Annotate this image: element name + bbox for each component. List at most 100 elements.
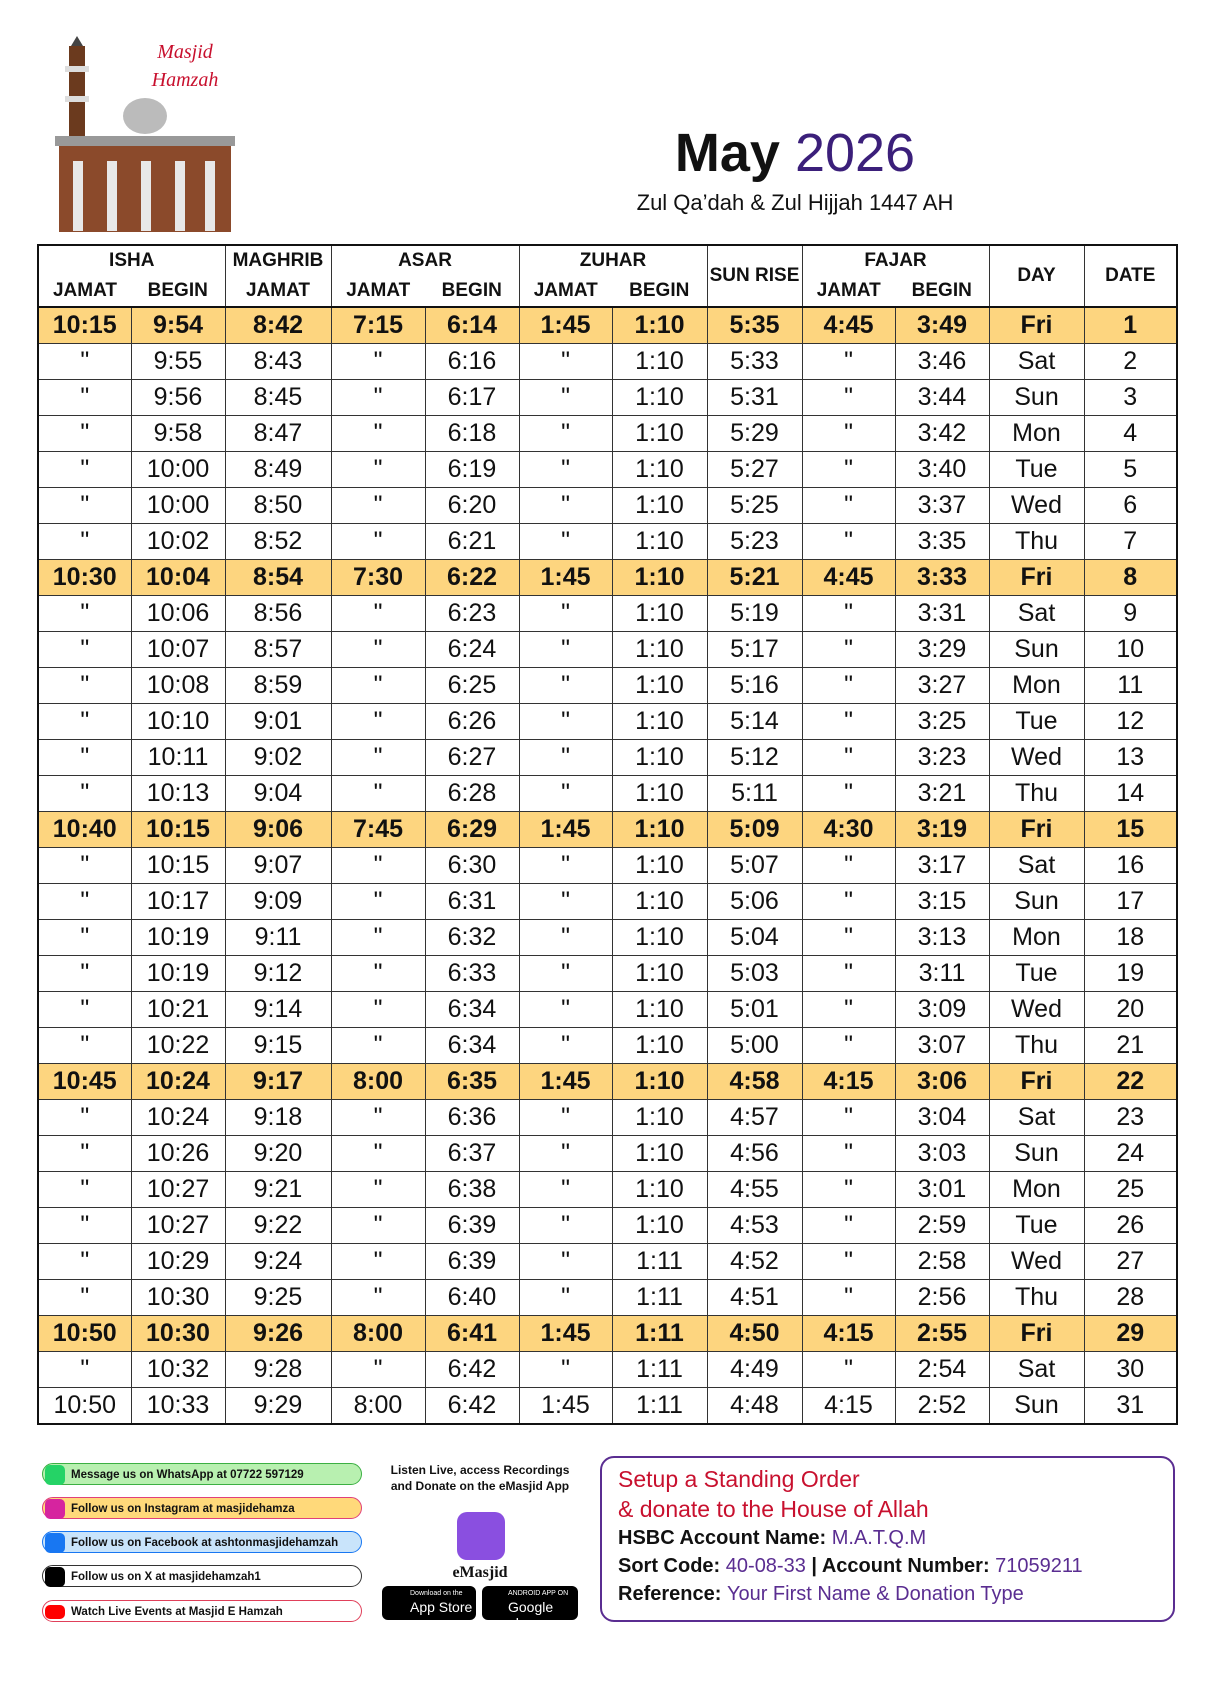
cell: 14 [1083, 775, 1178, 812]
cell: 6:42 [424, 1351, 520, 1388]
cell: 10:24 [130, 1063, 226, 1100]
social-link[interactable]: Follow us on Facebook at ashtonmasjideha… [42, 1531, 362, 1553]
cell: 4:30 [801, 811, 896, 848]
cell: 1:10 [611, 1171, 708, 1208]
cell: 6:35 [424, 1063, 520, 1100]
cell: 4:49 [706, 1351, 803, 1388]
cell: " [518, 1243, 613, 1280]
donation-line: HSBC Account Name: M.A.T.Q.M [618, 1524, 1157, 1552]
cell: 9:02 [224, 739, 332, 776]
cell: 3:23 [894, 739, 990, 776]
cell: 15 [1083, 811, 1178, 848]
social-link[interactable]: Follow us on X at masjidehamzah1 [42, 1565, 362, 1587]
table-body: 10:15 9:54 8:42 7:15 6:14 1:45 1:10 5:35 4:45 3:4… [37, 306, 1178, 1425]
cell: 9:58 [130, 415, 226, 452]
social-link[interactable]: Message us on WhatsApp at 07722 597129 [42, 1463, 362, 1485]
table-row: " 10:19 9:12 " 6:33 " 1:10 5:03 " 3:11 Tue 19 [37, 955, 1178, 992]
cell: 5:31 [706, 379, 803, 416]
table-row: " 10:02 8:52 " 6:21 " 1:10 5:23 " 3:35 Thu 7 [37, 523, 1178, 560]
cell: " [330, 739, 426, 776]
cell: 1:10 [611, 703, 708, 740]
cell: 10:11 [130, 739, 226, 776]
cell: 4:45 [801, 306, 896, 344]
cell: " [330, 415, 426, 452]
cell: 3:17 [894, 847, 990, 884]
cell: Mon [988, 667, 1085, 704]
social-text: Follow us on Facebook at ashtonmasjideha… [71, 1537, 339, 1549]
cell: 9:55 [130, 343, 226, 380]
donation-title: & donate to the House of Allah [618, 1496, 929, 1522]
sub-header: JAMAT [37, 276, 131, 308]
cell: " [37, 1171, 132, 1208]
cell: Fri [988, 559, 1085, 596]
cell: 9 [1083, 595, 1178, 632]
group-header: ZUHAR [518, 245, 708, 276]
cell: " [330, 1171, 426, 1208]
label: | Account Number: [811, 1555, 990, 1577]
cell: " [518, 343, 613, 380]
cell: 31 [1083, 1387, 1178, 1425]
cell: " [37, 739, 132, 776]
cell: Sun [988, 883, 1085, 920]
sub-header: BEGIN [131, 276, 225, 308]
cell: 1:11 [611, 1279, 708, 1316]
cell: " [801, 1351, 896, 1388]
cell: 9:09 [224, 883, 332, 920]
google-play-badge[interactable]: ANDROID APP ON Google play [482, 1586, 578, 1631]
social-link[interactable]: Watch Live Events at Masjid E Hamzah [42, 1600, 362, 1622]
logo-text: Masjid [156, 41, 214, 63]
cell: " [801, 487, 896, 524]
app-icon[interactable] [457, 1512, 505, 1560]
cell: 1:10 [611, 306, 708, 344]
cell: 10:17 [130, 883, 226, 920]
cell: " [801, 775, 896, 812]
table-row: 10:50 10:33 9:29 8:00 6:42 1:45 1:11 4:48 4:15 2:… [37, 1387, 1178, 1425]
cell: 5:35 [706, 306, 803, 344]
cell: 9:22 [224, 1207, 332, 1244]
cell: " [37, 847, 132, 884]
cell: 6:20 [424, 487, 520, 524]
cell: 6:29 [424, 811, 520, 848]
cell: 10:15 [130, 847, 226, 884]
cell: 27 [1083, 1243, 1178, 1280]
cell: 18 [1083, 919, 1178, 956]
cell: 4:51 [706, 1279, 803, 1316]
cell: Sun [988, 1387, 1085, 1425]
cell: 10:30 [130, 1315, 226, 1352]
cell: " [37, 379, 132, 416]
table-row: " 10:00 8:50 " 6:20 " 1:10 5:25 " 3:37 Wed 6 [37, 487, 1178, 524]
cell: 24 [1083, 1135, 1178, 1172]
cell: 5:09 [706, 811, 803, 848]
cell: " [801, 379, 896, 416]
cell: 6:14 [424, 306, 520, 344]
cell: " [37, 1351, 132, 1388]
cell: 10:50 [37, 1387, 132, 1425]
cell: " [330, 523, 426, 560]
cell: Thu [988, 775, 1085, 812]
cell: Wed [988, 739, 1085, 776]
cell: 9:18 [224, 1099, 332, 1136]
cell: 4:15 [801, 1387, 896, 1425]
table-row: " 10:13 9:04 " 6:28 " 1:10 5:11 " 3:21 Thu 14 [37, 775, 1178, 812]
cell: Thu [988, 523, 1085, 560]
cell: 2:58 [894, 1243, 990, 1280]
cell: 5:27 [706, 451, 803, 488]
cell: Fri [988, 1315, 1085, 1352]
cell: " [518, 631, 613, 668]
cell: 9:11 [224, 919, 332, 956]
cell: 3:07 [894, 1027, 990, 1064]
cell: Wed [988, 487, 1085, 524]
app-store-badge[interactable]: Download on the App Store [382, 1586, 476, 1620]
cell: " [330, 1279, 426, 1316]
cell: 3:46 [894, 343, 990, 380]
cell: 1:10 [611, 451, 708, 488]
cell: 6:38 [424, 1171, 520, 1208]
cell: 1:10 [611, 955, 708, 992]
cell: 10:40 [37, 811, 132, 848]
value: 40-08-33 [725, 1555, 806, 1577]
cell: 1:10 [611, 523, 708, 560]
sub-header: JAMAT [518, 276, 612, 308]
social-link[interactable]: Follow us on Instagram at masjidehamza [42, 1497, 362, 1519]
